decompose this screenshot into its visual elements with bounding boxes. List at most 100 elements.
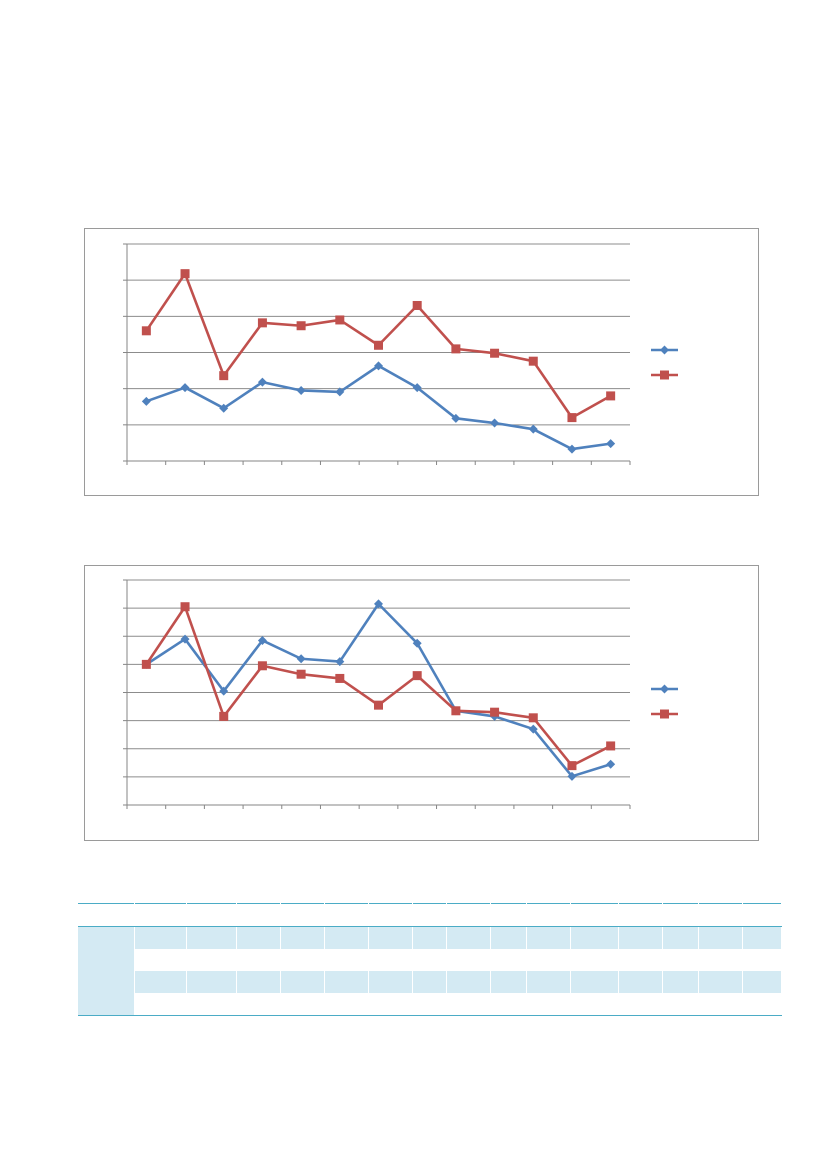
series-1-point: [180, 634, 190, 644]
series-2-point: [180, 269, 190, 279]
table-cell: [742, 971, 782, 993]
table-cell: [618, 903, 663, 927]
table-cell: [446, 971, 491, 993]
series-2-point: [490, 707, 500, 717]
table-cell: [570, 971, 619, 993]
table-cell: [618, 949, 663, 971]
table-row: [78, 926, 782, 949]
series-1-point: [296, 654, 306, 664]
table-cell: [78, 971, 135, 993]
table-cell: [490, 993, 527, 1016]
series-2-point: [412, 300, 422, 310]
series-1-point: [141, 396, 151, 406]
table-cell: [186, 993, 237, 1016]
table-cell: [412, 971, 447, 993]
table-cell: [662, 903, 699, 927]
table-cell: [662, 971, 699, 993]
table-cell: [236, 926, 281, 949]
series-2-point: [374, 340, 383, 350]
table-cell: [236, 971, 281, 993]
series-2-point: [490, 348, 500, 358]
table-cell: [526, 949, 571, 971]
table-cell: [570, 903, 619, 927]
table-cell: [570, 926, 619, 949]
data-table: [78, 903, 782, 1016]
table-cell: [186, 903, 237, 927]
series-1-point: [335, 657, 345, 667]
series-2-point: [219, 371, 229, 381]
series-1-line: [145, 364, 611, 451]
table-cell: [742, 903, 782, 927]
table-cell: [570, 993, 619, 1016]
table-cell: [618, 971, 663, 993]
table-cell: [368, 949, 413, 971]
table-cell: [526, 971, 571, 993]
table-cell: [78, 926, 135, 949]
table-cell: [186, 949, 237, 971]
series-2-point: [606, 741, 616, 751]
series-1-point: [606, 439, 616, 449]
line-chart-1: [84, 228, 759, 496]
table-cell: [78, 949, 135, 971]
series-2-point: [141, 326, 151, 336]
table-cell: [526, 903, 571, 927]
series-1-point: [219, 403, 229, 413]
legend-marker-1: [660, 345, 669, 355]
series-2-point: [528, 356, 538, 366]
table-cell: [134, 971, 187, 993]
series-2-point: [296, 321, 306, 331]
series-1-line: [145, 602, 612, 778]
table-cell: [742, 926, 782, 949]
table-cell: [742, 949, 782, 971]
series-2-point: [567, 413, 577, 423]
series-1-point: [412, 638, 422, 648]
table-cell: [368, 971, 413, 993]
table-cell: [412, 926, 447, 949]
table-cell: [186, 926, 237, 949]
table-cell: [446, 926, 491, 949]
table-cell: [236, 949, 281, 971]
series-1-point: [219, 686, 229, 696]
table-cell: [446, 993, 491, 1016]
table-cell: [526, 926, 571, 949]
table-row: [78, 949, 782, 971]
series-1-point: [490, 418, 500, 428]
series-2-point: [567, 761, 577, 771]
table-cell: [280, 926, 325, 949]
series-1-point: [606, 759, 616, 769]
table-cell: [490, 971, 527, 993]
table-cell: [324, 993, 369, 1016]
table-cell: [490, 903, 527, 927]
table-cell: [662, 949, 699, 971]
table-cell: [698, 993, 743, 1016]
table-cell: [412, 949, 447, 971]
series-2-point: [606, 391, 616, 401]
series-2-point: [335, 673, 345, 683]
table-cell: [134, 926, 187, 949]
table-cell: [490, 949, 527, 971]
table-cell: [236, 993, 281, 1016]
series-2-point: [451, 344, 461, 354]
table-cell: [78, 993, 135, 1016]
table-cell: [280, 971, 325, 993]
series-1-point: [451, 413, 461, 423]
series-2-point: [141, 659, 151, 669]
series-1-point: [528, 424, 538, 434]
series-2-point: [257, 661, 267, 671]
table-cell: [446, 949, 491, 971]
table-cell: [280, 993, 325, 1016]
table-cell: [134, 903, 187, 927]
table-row: [78, 993, 782, 1016]
table-cell: [134, 993, 187, 1016]
series-2-point: [335, 315, 345, 325]
table-cell: [618, 993, 663, 1016]
table-cell: [490, 926, 527, 949]
series-2-line: [145, 605, 612, 767]
series-2-point: [412, 671, 422, 681]
line-chart-2-plot: [123, 579, 678, 809]
table-cell: [280, 903, 325, 927]
table-cell: [698, 971, 743, 993]
series-2-point: [180, 602, 190, 612]
series-2-point: [451, 706, 461, 716]
series-2-point: [374, 700, 383, 710]
